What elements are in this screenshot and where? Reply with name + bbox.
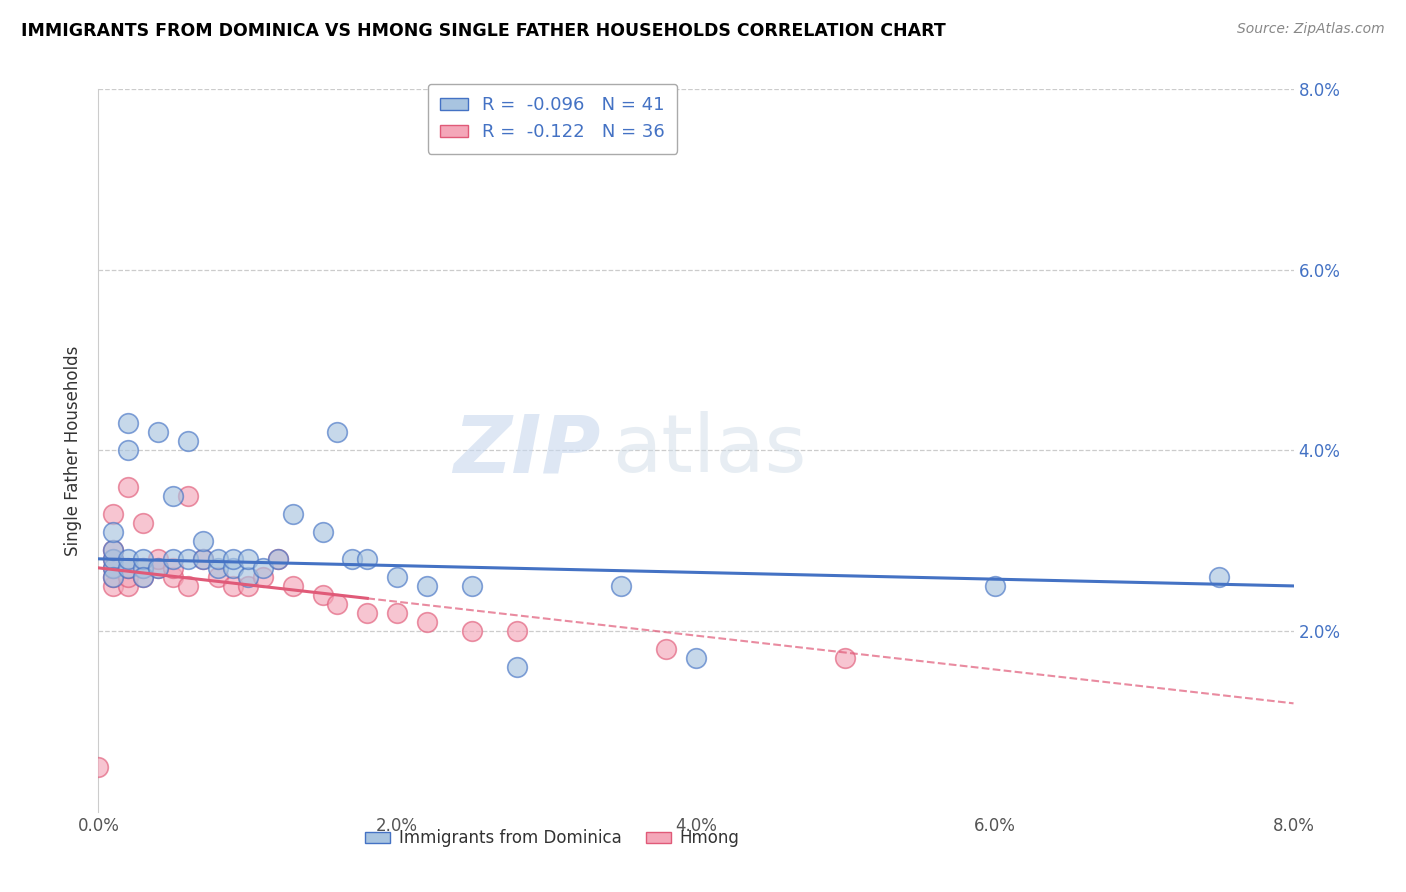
Point [191,551,214,566]
Point [506,624,529,639]
Text: Source: ZipAtlas.com: Source: ZipAtlas.com [1237,22,1385,37]
Point [117,443,139,458]
Point [148,561,170,575]
Point [117,561,139,575]
Point [685,651,707,665]
Point [103,524,125,539]
Point [132,516,155,530]
Point [252,561,274,575]
Point [117,480,139,494]
Point [117,417,139,431]
Point [222,561,245,575]
Point [416,615,439,629]
Point [281,579,304,593]
Point [222,551,245,566]
Point [148,561,170,575]
Point [356,551,378,566]
Point [236,579,259,593]
Point [162,551,184,566]
Point [311,588,333,602]
Point [207,551,229,566]
Point [103,507,125,521]
Point [191,551,214,566]
Point [177,434,200,449]
Point [132,551,155,566]
Point [117,570,139,584]
Point [834,651,856,665]
Point [177,551,200,566]
Point [162,570,184,584]
Point [117,579,139,593]
Point [103,551,125,566]
Point [267,551,290,566]
Point [385,606,409,620]
Point [191,533,214,548]
Point [326,597,349,611]
Point [461,624,484,639]
Point [236,570,259,584]
Point [461,579,484,593]
Point [103,570,125,584]
Point [506,660,529,674]
Legend: Immigrants from Dominica, Hmong: Immigrants from Dominica, Hmong [359,822,747,854]
Point [103,561,125,575]
Point [132,561,155,575]
Point [103,542,125,557]
Point [356,606,378,620]
Point [281,507,304,521]
Point [103,561,125,575]
Point [132,570,155,584]
Text: atlas: atlas [613,411,807,490]
Point [267,551,290,566]
Point [177,579,200,593]
Point [311,524,333,539]
Point [207,561,229,575]
Point [103,551,125,566]
Point [162,489,184,503]
Point [162,561,184,575]
Point [416,579,439,593]
Point [222,579,245,593]
Point [148,551,170,566]
Y-axis label: Single Father Households: Single Father Households [65,345,83,556]
Point [655,642,678,657]
Point [117,551,139,566]
Point [117,561,139,575]
Point [984,579,1007,593]
Point [177,489,200,503]
Point [1208,570,1230,584]
Point [132,570,155,584]
Point [207,570,229,584]
Point [87,759,110,773]
Point [148,425,170,440]
Point [385,570,409,584]
Point [132,561,155,575]
Point [103,542,125,557]
Point [342,551,364,566]
Point [610,579,633,593]
Point [103,579,125,593]
Point [252,570,274,584]
Text: ZIP: ZIP [453,411,600,490]
Point [236,551,259,566]
Point [103,570,125,584]
Point [326,425,349,440]
Text: IMMIGRANTS FROM DOMINICA VS HMONG SINGLE FATHER HOUSEHOLDS CORRELATION CHART: IMMIGRANTS FROM DOMINICA VS HMONG SINGLE… [21,22,946,40]
